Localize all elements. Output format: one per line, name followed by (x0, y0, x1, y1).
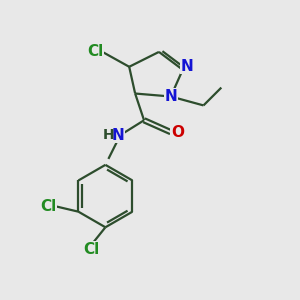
Text: O: O (171, 125, 184, 140)
Text: N: N (112, 128, 124, 142)
Text: Cl: Cl (40, 199, 56, 214)
Text: H: H (103, 128, 115, 142)
Text: N: N (164, 89, 177, 104)
Text: Cl: Cl (87, 44, 103, 59)
Text: N: N (181, 59, 194, 74)
Text: Cl: Cl (83, 242, 100, 256)
